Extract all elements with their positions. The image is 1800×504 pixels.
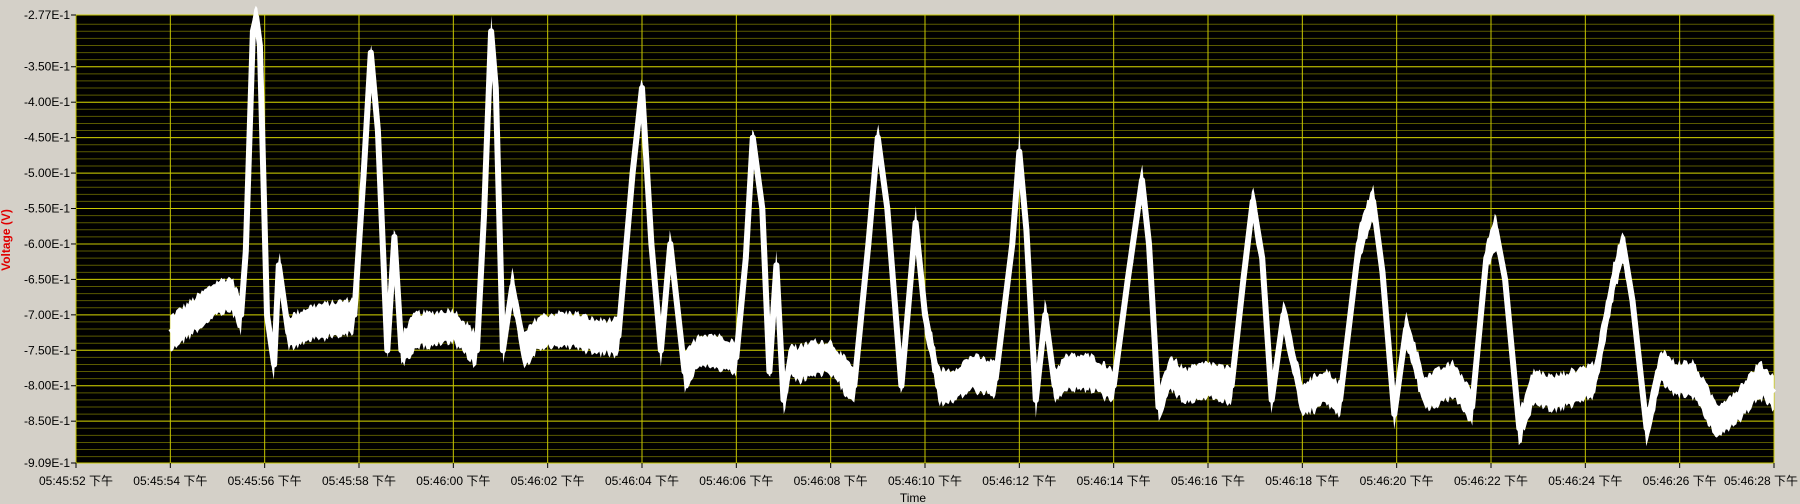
y-tick-label: -8.50E-1	[24, 414, 70, 428]
series-trace-line	[168, 14, 1777, 432]
x-tick-label: 05:46:20 下午	[1360, 474, 1434, 488]
x-tick-label: 05:46:10 下午	[888, 474, 962, 488]
x-tick-label: 05:46:00 下午	[416, 474, 490, 488]
x-tick-label: 05:46:06 下午	[699, 474, 773, 488]
x-axis[interactable]: 05:45:52 下午 05:45:54 下午 05:45:56 下午 05:45:5…	[39, 463, 1798, 488]
x-tick-label: 05:46:02 下午	[511, 474, 585, 488]
y-tick-label: -4.00E-1	[24, 95, 70, 109]
y-tick-label: -5.50E-1	[24, 202, 70, 216]
x-tick-label: 05:46:18 下午	[1265, 474, 1339, 488]
y-tick-label: -6.50E-1	[24, 272, 70, 286]
x-tick-label: 05:45:54 下午	[133, 474, 207, 488]
y-tick-label: -2.77E-1	[24, 8, 70, 22]
series-trace-band	[170, 5, 1774, 447]
x-tick-label: 05:46:24 下午	[1548, 474, 1622, 488]
y-tick-label: -6.00E-1	[24, 237, 70, 251]
y-tick-label: -8.00E-1	[24, 379, 70, 393]
x-tick-label: 05:46:12 下午	[982, 474, 1056, 488]
x-tick-label: 05:45:52 下午	[39, 474, 113, 488]
y-tick-label: -3.50E-1	[24, 60, 70, 74]
y-axis[interactable]: -2.77E-1 -3.50E-1 -4.00E-1 -4.50E-1 -5.00E-1…	[24, 8, 76, 470]
y-tick-label: -7.00E-1	[24, 308, 70, 322]
x-tick-label: 05:46:28 下午	[1724, 474, 1798, 488]
x-tick-label: 05:46:26 下午	[1643, 474, 1717, 488]
x-tick-label: 05:46:04 下午	[605, 474, 679, 488]
y-axis-label: Voltage (V)	[0, 209, 13, 271]
x-tick-label: 05:45:56 下午	[228, 474, 302, 488]
x-tick-label: 05:46:14 下午	[1077, 474, 1151, 488]
x-tick-label: 05:46:08 下午	[794, 474, 868, 488]
y-tick-label: -5.00E-1	[24, 166, 70, 180]
x-tick-label: 05:45:58 下午	[322, 474, 396, 488]
x-axis-label: Time	[900, 491, 927, 504]
y-tick-label: -7.50E-1	[24, 343, 70, 357]
y-tick-label: -4.50E-1	[24, 131, 70, 145]
x-tick-label: 05:46:22 下午	[1454, 474, 1528, 488]
y-tick-label: -9.09E-1	[24, 456, 70, 470]
x-tick-label: 05:46:16 下午	[1171, 474, 1245, 488]
